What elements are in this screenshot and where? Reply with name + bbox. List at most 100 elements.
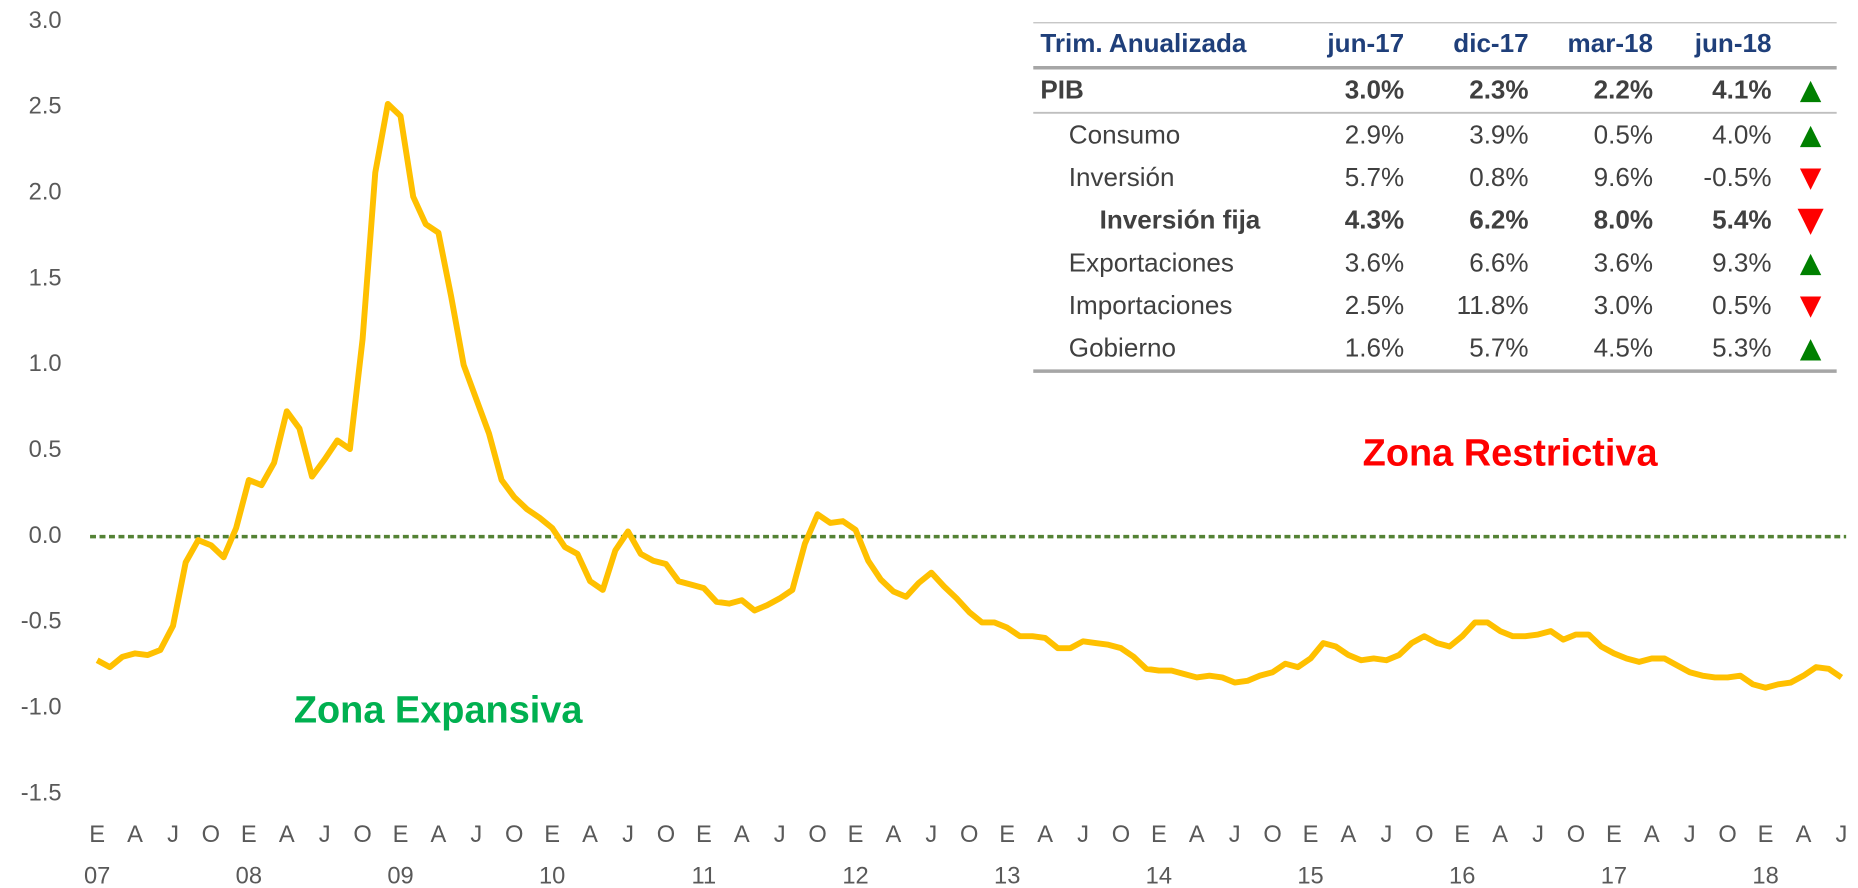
year-label: 16 [1449,863,1475,888]
year-label: 07 [84,863,110,888]
table-cell: 3.9% [1469,119,1528,149]
table-cell: 0.8% [1469,162,1528,192]
x-tick-label: E [1303,822,1319,848]
table-cell: 4.3% [1345,205,1404,235]
table-cell: 8.0% [1594,205,1653,235]
x-tick-label: O [505,822,523,848]
trend-arrow [1797,208,1824,235]
x-tick-label: E [393,822,409,848]
x-tick-label: A [431,822,447,848]
table-cell: Inversión fija [1100,205,1261,235]
table-cell: 5.4% [1712,205,1771,235]
table-cell: Exportaciones [1069,247,1234,277]
table-cell: Consumo [1069,119,1180,149]
table-bg [1033,23,1837,374]
x-tick-label: A [1341,822,1357,848]
y-tick-label: 3.0 [29,8,62,34]
table-header: jun-18 [1694,28,1772,58]
table-cell: 9.6% [1594,162,1653,192]
y-tick-label: 0.5 [29,437,62,463]
table-cell: -0.5% [1703,162,1771,192]
x-tick-label: J [925,822,937,848]
x-tick-label: E [1151,822,1167,848]
y-tick-label: 2.0 [29,180,62,206]
table-cell: 4.5% [1594,333,1653,363]
table-cell: Importaciones [1069,290,1233,320]
x-tick-label: J [1835,822,1847,848]
year-label: 18 [1752,863,1778,888]
table-cell: 2.2% [1594,74,1653,104]
x-tick-label: A [1037,822,1053,848]
x-tick-label: E [89,822,105,848]
x-tick-label: O [353,822,371,848]
y-tick-label: 1.5 [29,265,62,291]
table-header: jun-17 [1326,28,1404,58]
x-tick-label: A [1492,822,1508,848]
x-tick-label: O [657,822,675,848]
table-header: dic-17 [1453,28,1528,58]
table-cell: 2.5% [1345,290,1404,320]
table-cell: 6.6% [1469,247,1528,277]
y-tick-label: 2.5 [29,94,62,120]
table-cell: 2.9% [1345,119,1404,149]
trend-arrow [1799,125,1822,148]
x-tick-label: J [1532,822,1544,848]
table-cell: 6.2% [1469,205,1528,235]
year-label: 09 [387,863,413,888]
table-cell: 0.5% [1712,290,1771,320]
trend-arrow [1799,339,1822,361]
x-tick-label: J [1077,822,1089,848]
x-tick-label: A [127,822,143,848]
year-label: 08 [236,863,262,888]
table-cell: 3.0% [1594,290,1653,320]
x-tick-label: J [319,822,331,848]
year-label: 15 [1297,863,1323,888]
table-cell: 0.5% [1594,119,1653,149]
year-label: 13 [994,863,1020,888]
x-tick-label: O [1718,822,1736,848]
x-tick-label: A [886,822,902,848]
data-line [95,100,1844,691]
x-tick-label: E [544,822,560,848]
x-tick-label: J [167,822,179,848]
x-tick-label: O [808,822,826,848]
table-cell: 9.3% [1712,247,1771,277]
x-tick-label: E [1606,822,1622,848]
x-tick-label: E [1454,822,1470,848]
table-cell: 4.0% [1712,119,1771,149]
year-label: 11 [692,863,717,888]
x-tick-label: O [1415,822,1433,848]
x-tick-label: O [1112,822,1130,848]
x-tick-label: J [774,822,786,848]
annotation: Zona Expansiva [294,689,584,731]
x-tick-label: E [999,822,1015,848]
x-tick-label: J [1684,822,1696,848]
x-tick-label: A [582,822,598,848]
table-cell: 4.1% [1712,74,1771,104]
table-header: mar-18 [1568,28,1653,58]
table-cell: 3.0% [1345,74,1404,104]
x-tick-label: A [1644,822,1660,848]
table-cell: 5.3% [1712,333,1771,363]
table-cell: 1.6% [1345,333,1404,363]
x-tick-label: J [1229,822,1241,848]
x-tick-label: A [1796,822,1812,848]
y-tick-label: -0.5 [21,609,62,635]
x-tick-label: J [622,822,634,848]
x-tick-label: A [734,822,750,848]
x-tick-label: E [241,822,257,848]
year-label: 14 [1146,863,1172,888]
year-label: 10 [539,863,565,888]
year-label: 17 [1601,863,1627,888]
trend-arrow [1799,253,1822,276]
x-tick-label: O [1263,822,1281,848]
table-cell: PIB [1040,74,1083,104]
x-tick-label: J [470,822,482,848]
y-tick-label: -1.0 [21,695,62,721]
x-tick-label: E [696,822,712,848]
table-cell: 3.6% [1345,247,1404,277]
table-cell: 5.7% [1469,333,1528,363]
x-tick-label: J [1380,822,1392,848]
x-tick-label: A [279,822,295,848]
